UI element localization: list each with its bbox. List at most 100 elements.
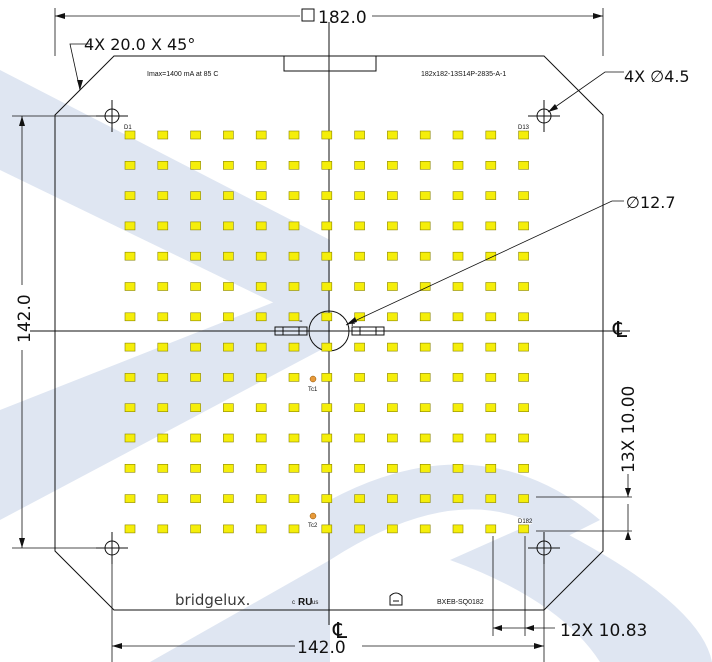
led-136	[288, 433, 300, 443]
led-66	[124, 282, 136, 291]
led-44	[255, 221, 267, 231]
led-10	[419, 130, 431, 140]
dim-top-width	[54, 8, 604, 56]
led-23	[419, 161, 431, 170]
led-93	[157, 342, 169, 352]
led-84	[288, 312, 300, 322]
led-133	[190, 433, 201, 443]
led-160	[223, 494, 234, 503]
led-79	[124, 312, 136, 322]
led-39	[518, 191, 529, 200]
led-174	[255, 524, 267, 534]
dim-pitch-y-label: 13X 10.00	[619, 386, 639, 473]
led-142	[485, 433, 497, 443]
led-110	[288, 373, 300, 382]
led-146	[190, 463, 201, 473]
led-62	[419, 251, 431, 261]
mounting-hole-tr	[528, 100, 560, 132]
led-22	[387, 161, 398, 170]
dim-left-height	[12, 115, 96, 549]
led-15	[157, 161, 169, 170]
led-178	[387, 524, 398, 534]
led-86	[354, 312, 365, 322]
led-121	[223, 403, 234, 413]
led-74	[387, 282, 398, 291]
led-145	[157, 463, 169, 473]
led-92	[124, 342, 136, 352]
led-36	[419, 191, 431, 200]
led-115	[452, 373, 464, 382]
led-125	[354, 403, 365, 413]
led-122	[255, 403, 267, 413]
led-167	[452, 494, 464, 503]
centerline-symbol-bottom: ℄	[332, 619, 348, 644]
led-28	[157, 191, 169, 200]
led-108	[223, 373, 234, 382]
led-43	[223, 221, 234, 231]
led-58	[288, 251, 300, 261]
led-65	[518, 251, 529, 261]
led-126	[387, 403, 398, 413]
led-27	[124, 191, 136, 200]
led-34	[354, 191, 365, 200]
led-55	[190, 251, 201, 261]
led-128	[452, 403, 464, 413]
led-98	[321, 342, 333, 352]
led-35	[387, 191, 398, 200]
led-19	[288, 161, 300, 170]
led-143	[518, 433, 529, 443]
dim-pitch-x-label: 12X 10.83	[560, 621, 647, 641]
led-112	[354, 373, 365, 382]
esd-icon	[389, 592, 403, 606]
led-139	[387, 433, 398, 443]
led-103	[485, 342, 497, 352]
led-124	[321, 403, 333, 413]
led-77	[485, 282, 497, 291]
led-2	[157, 130, 169, 140]
led-78	[518, 282, 529, 291]
led-172	[190, 524, 201, 534]
dim-chamfer-label: 4X 20.0 X 45°	[84, 35, 195, 54]
led-175	[288, 524, 300, 534]
dim-chamfer	[69, 43, 90, 91]
led-99	[354, 342, 365, 352]
led-4	[223, 130, 234, 140]
led-72	[321, 282, 333, 291]
led-166	[419, 494, 431, 503]
led-68	[190, 282, 201, 291]
led-96	[255, 342, 267, 352]
led-181	[485, 524, 497, 534]
svg-text:RU: RU	[298, 597, 312, 608]
led-12	[485, 130, 497, 140]
minus-label: -	[299, 315, 303, 327]
led-83	[255, 312, 267, 322]
dim-center-hole-label: ∅12.7	[626, 193, 676, 212]
dim-hole	[547, 71, 624, 113]
led-6	[288, 130, 300, 140]
led-117	[518, 373, 529, 382]
led-49	[419, 221, 431, 231]
led-33	[321, 191, 333, 200]
led-135	[255, 433, 267, 443]
led-50	[452, 221, 464, 231]
led-162	[288, 494, 300, 503]
led-176	[321, 524, 333, 534]
led-159	[190, 494, 201, 503]
tc2-label: Tc2	[308, 523, 318, 529]
connector-right	[351, 326, 385, 336]
led-3	[190, 130, 201, 140]
led-59	[321, 251, 333, 261]
led-180	[452, 524, 464, 534]
led-30	[223, 191, 234, 200]
led-105	[124, 373, 136, 382]
led-97	[288, 342, 300, 352]
led-18	[255, 161, 267, 170]
led-37	[452, 191, 464, 200]
tc2-pad	[309, 512, 317, 520]
led-42	[190, 221, 201, 231]
led-101	[419, 342, 431, 352]
dim-hole-label: 4X ∅4.5	[624, 67, 690, 86]
led-76	[452, 282, 464, 291]
led-155	[485, 463, 497, 473]
led-173	[223, 524, 234, 534]
